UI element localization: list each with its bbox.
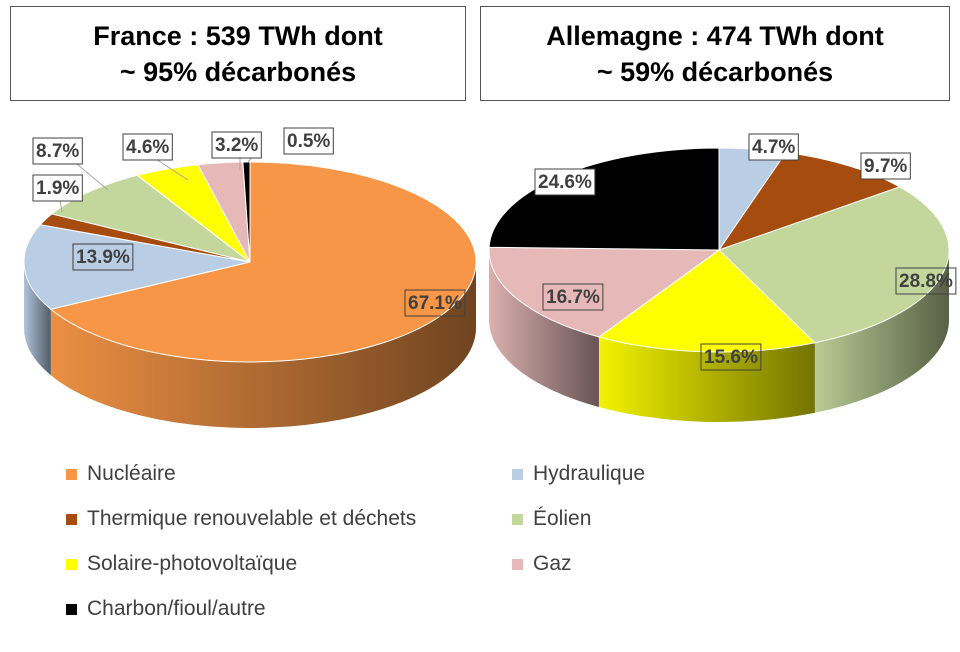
data-label-0-5: 3.2% — [215, 135, 258, 156]
pie-side-1-2 — [814, 250, 949, 413]
pie-slice-1-5 — [488, 147, 720, 251]
data-label-box — [32, 174, 83, 202]
data-label-box — [542, 283, 604, 311]
data-label-box — [32, 137, 83, 165]
legend-swatch — [512, 468, 523, 480]
data-label-box — [895, 267, 957, 295]
data-label-1-0: 4.7% — [752, 137, 795, 158]
legend-item-hydraulique: Hydraulique — [512, 462, 645, 486]
data-label-1-5: 24.6% — [538, 172, 592, 193]
title-france-line2: ~ 95% décarbonés — [119, 56, 357, 87]
data-label-0-1: 13.9% — [76, 247, 130, 268]
pie-slice-0-3 — [50, 174, 251, 263]
data-label-box — [122, 133, 173, 161]
data-label-0-0: 67.1% — [408, 293, 462, 314]
data-label-box — [534, 168, 596, 196]
legend-label: Nucléaire — [87, 462, 176, 485]
pie-slice-0-6 — [242, 161, 251, 263]
pie-side-0-1 — [24, 262, 51, 376]
legend-label: Gaz — [533, 552, 572, 575]
pie-slice-1-2 — [718, 186, 950, 344]
legend-item-eolien: Éolien — [512, 507, 591, 531]
legend-item-gaz: Gaz — [512, 552, 572, 576]
data-label-0-4: 4.6% — [126, 137, 169, 158]
pie-slice-0-0 — [49, 161, 477, 363]
data-label-box — [860, 152, 911, 180]
legend-swatch — [512, 558, 523, 570]
data-label-1-1: 9.7% — [864, 156, 907, 177]
data-label-1-4: 16.7% — [546, 287, 600, 308]
legend-label: Thermique renouvelable et déchets — [87, 507, 417, 530]
pie-side-1-4 — [489, 250, 599, 407]
data-label-0-6: 0.5% — [287, 131, 330, 152]
legend-label: Charbon/fioul/autre — [87, 597, 266, 620]
data-label-0-2: 1.9% — [36, 178, 79, 199]
legend-item-thermique: Thermique renouvelable et déchets — [66, 507, 416, 531]
pie-0: 67.1% 13.9% 1.9% 8.7% 4.6% 3.2% 0.5% — [23, 127, 477, 429]
pie-slice-1-4 — [488, 246, 721, 338]
data-label-1-2: 28.8% — [899, 271, 953, 292]
legend-label: Solaire-photovoltaïque — [87, 552, 298, 575]
title-france-line1: France : 539 TWh dont — [93, 20, 383, 51]
legend-item-nucleaire: Nucléaire — [66, 462, 176, 486]
pie-slice-0-1 — [23, 224, 251, 310]
data-label-box — [283, 127, 334, 155]
leader-line — [152, 156, 189, 181]
legend-label: Hydraulique — [533, 462, 646, 485]
data-label-box — [748, 133, 799, 161]
legend-swatch — [512, 513, 523, 525]
data-label-0-3: 8.7% — [36, 141, 79, 162]
legend-item-solaire: Solaire-photovoltaïque — [66, 552, 297, 576]
pie-charts: 67.1% 13.9% 1.9% 8.7% 4.6% 3.2% 0.5% 4.7% 9.7% 28… — [23, 127, 957, 429]
legend-swatch — [66, 558, 77, 570]
data-label-box — [700, 343, 762, 371]
legend-swatch — [66, 513, 77, 525]
pie-1: 4.7% 9.7% 28.8% 15.6% 16.7% 24.6% — [488, 133, 957, 422]
legend-item-charbon: Charbon/fioul/autre — [66, 597, 266, 621]
chart-title-germany: Allemagne : 474 TWh dont ~ 59% décarboné… — [480, 6, 950, 101]
chart-title-france: France : 539 TWh dont ~ 95% décarbonés — [10, 6, 466, 101]
legend-label: Éolien — [533, 507, 592, 530]
pie-slice-1-3 — [597, 249, 816, 353]
legend-swatch — [66, 603, 77, 615]
data-label-1-3: 15.6% — [704, 347, 758, 368]
legend: Nucléaire Hydraulique Thermique renouvel… — [0, 450, 960, 650]
data-label-box — [72, 243, 134, 271]
pie-side-0-0 — [50, 262, 477, 429]
title-germany-line1: Allemagne : 474 TWh dont — [546, 20, 884, 51]
title-germany-line2: ~ 59% décarbonés — [596, 56, 834, 87]
legend-swatch — [66, 468, 77, 480]
data-label-box — [404, 289, 466, 317]
data-label-box — [211, 131, 262, 159]
